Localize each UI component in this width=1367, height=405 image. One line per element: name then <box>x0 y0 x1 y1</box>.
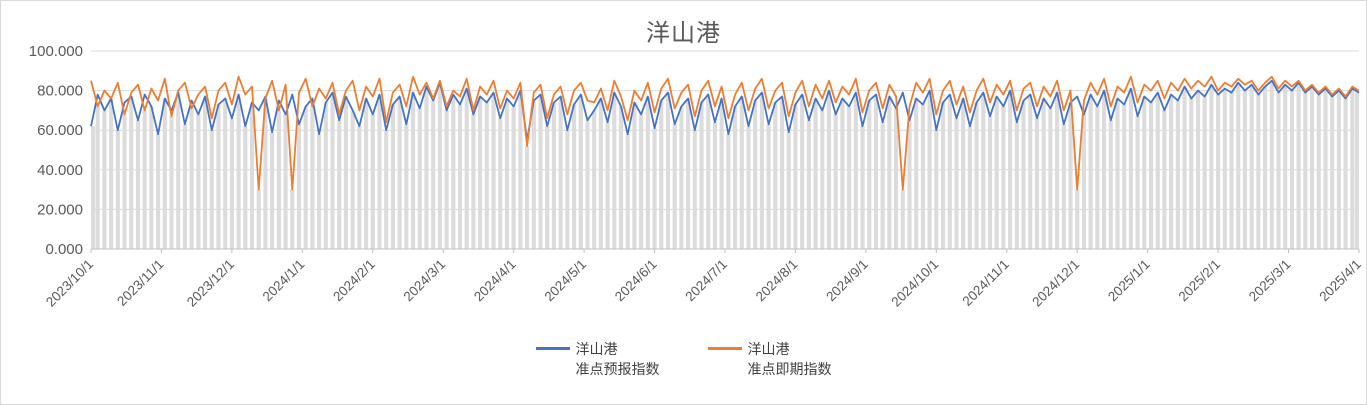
legend-label-forecast-line2: 准点预报指数 <box>575 361 660 378</box>
y-tick-label: 20.000 <box>37 201 83 218</box>
y-tick-label: 100.000 <box>29 43 83 60</box>
x-tick-label: 2025/3/1 <box>1246 257 1294 305</box>
series-line-0 <box>90 79 1360 142</box>
background-bars <box>91 80 1359 250</box>
chart-canvas: 0.000 20.000 40.000 60.000 80.000 100.000 2023… <box>29 43 1364 310</box>
legend-label-forecast: 洋山港 准点预报指数 <box>576 339 660 380</box>
legend-label-spot: 洋山港 准点即期指数 <box>748 339 832 380</box>
legend-item-forecast[interactable]: 洋山港 准点预报指数 <box>535 339 660 380</box>
y-tick-label: 60.000 <box>37 122 83 139</box>
x-tick-label: 2024/4/1 <box>471 257 519 305</box>
legend-label-spot-line1: 洋山港 <box>747 341 790 357</box>
legend-label-forecast-line1: 洋山港 <box>575 341 618 357</box>
gridlines <box>91 50 1359 210</box>
x-tick-label: 2024/2/1 <box>330 257 378 305</box>
x-tick-label: 2025/4/1 <box>1316 257 1364 305</box>
x-tick-label: 2025/1/1 <box>1105 257 1153 305</box>
chart-title: 洋山港 <box>646 20 721 47</box>
legend-line-swatch-blue <box>535 347 570 350</box>
legend-line-swatch-orange <box>707 347 742 350</box>
x-axis-labels: 2023/10/1 2023/11/1 2023/12/1 2024/1/1 2024/… <box>43 249 1364 310</box>
y-axis-labels: 0.000 20.000 40.000 60.000 80.000 100.000 <box>29 43 83 258</box>
legend-label-spot-line2: 准点即期指数 <box>747 361 832 378</box>
y-tick-label: 40.000 <box>37 162 83 179</box>
x-tick-label: 2023/11/1 <box>114 257 166 309</box>
y-tick-label: 80.000 <box>37 83 83 100</box>
y-tick-label: 0.000 <box>45 241 83 258</box>
chart-legend: 洋山港 准点预报指数 洋山港 准点即期指数 <box>1 339 1366 380</box>
x-tick-label: 2024/7/1 <box>682 257 730 305</box>
legend-item-spot[interactable]: 洋山港 准点即期指数 <box>707 339 832 380</box>
series-line-1 <box>90 75 1360 191</box>
x-tick-label: 2025/2/1 <box>1175 257 1223 305</box>
x-tick-label: 2024/6/1 <box>612 257 660 305</box>
x-tick-label: 2024/5/1 <box>541 257 589 305</box>
x-tick-label: 2024/10/1 <box>888 257 941 310</box>
x-tick-label: 2024/3/1 <box>401 257 449 305</box>
x-tick-label: 2023/12/1 <box>184 257 237 310</box>
x-tick-label: 2024/8/1 <box>753 257 801 305</box>
x-tick-label: 2024/11/1 <box>960 257 1012 309</box>
x-tick-label: 2024/12/1 <box>1029 257 1082 310</box>
x-tick-label: 2024/9/1 <box>823 257 871 305</box>
x-tick-label: 2023/10/1 <box>43 257 96 310</box>
x-tick-label: 2024/1/1 <box>260 257 308 305</box>
